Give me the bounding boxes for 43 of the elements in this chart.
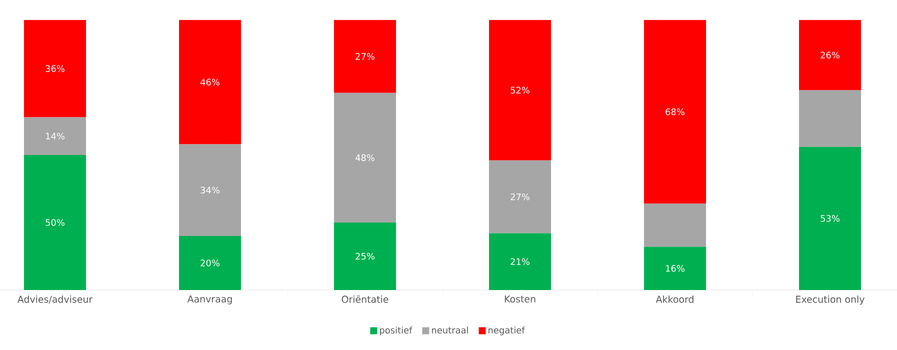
bar [24, 20, 86, 118]
bar [334, 20, 396, 93]
bar [489, 160, 552, 234]
data-label: 21% [510, 258, 530, 266]
bar [644, 20, 706, 204]
data-label: 48% [355, 154, 374, 162]
data-label: 50% [46, 219, 64, 226]
bar [799, 146, 862, 290]
bar [489, 233, 552, 290]
data-label: 20% [200, 260, 220, 266]
x-tick-label: Advies/adviseur [17, 296, 93, 304]
bar [24, 117, 86, 155]
bar [179, 20, 242, 144]
bar [24, 155, 86, 290]
data-label: 46% [200, 78, 220, 86]
bar [179, 236, 242, 290]
data-label: 27% [510, 193, 530, 200]
bar [644, 246, 706, 290]
x-tick-label: Execution only [796, 296, 864, 305]
bar [644, 204, 706, 247]
x-tick-label: Oriëntatie [342, 296, 388, 303]
bar [179, 144, 242, 236]
legend-label: neutraal [432, 326, 468, 334]
x-tick-label: Kosten [504, 296, 536, 303]
data-label: 34% [200, 186, 220, 194]
legend-label: negatief [488, 326, 525, 336]
bar [489, 20, 552, 160]
data-label: 68% [666, 108, 684, 116]
legend-label: positief [380, 326, 412, 336]
data-label: 27% [356, 53, 374, 60]
bar [799, 20, 862, 90]
data-label: 52% [510, 86, 530, 94]
bar [334, 92, 396, 222]
data-label: 25% [356, 252, 374, 260]
bar [799, 90, 862, 147]
data-label: 14% [46, 132, 64, 140]
data-label: 53% [820, 215, 840, 222]
data-label: 26% [820, 52, 840, 58]
x-tick-label: Akkoord [656, 296, 694, 303]
bar [334, 222, 396, 290]
data-label: 16% [666, 265, 684, 272]
x-tick-label: Aanvraag [187, 296, 232, 304]
data-label: 36% [46, 65, 64, 72]
